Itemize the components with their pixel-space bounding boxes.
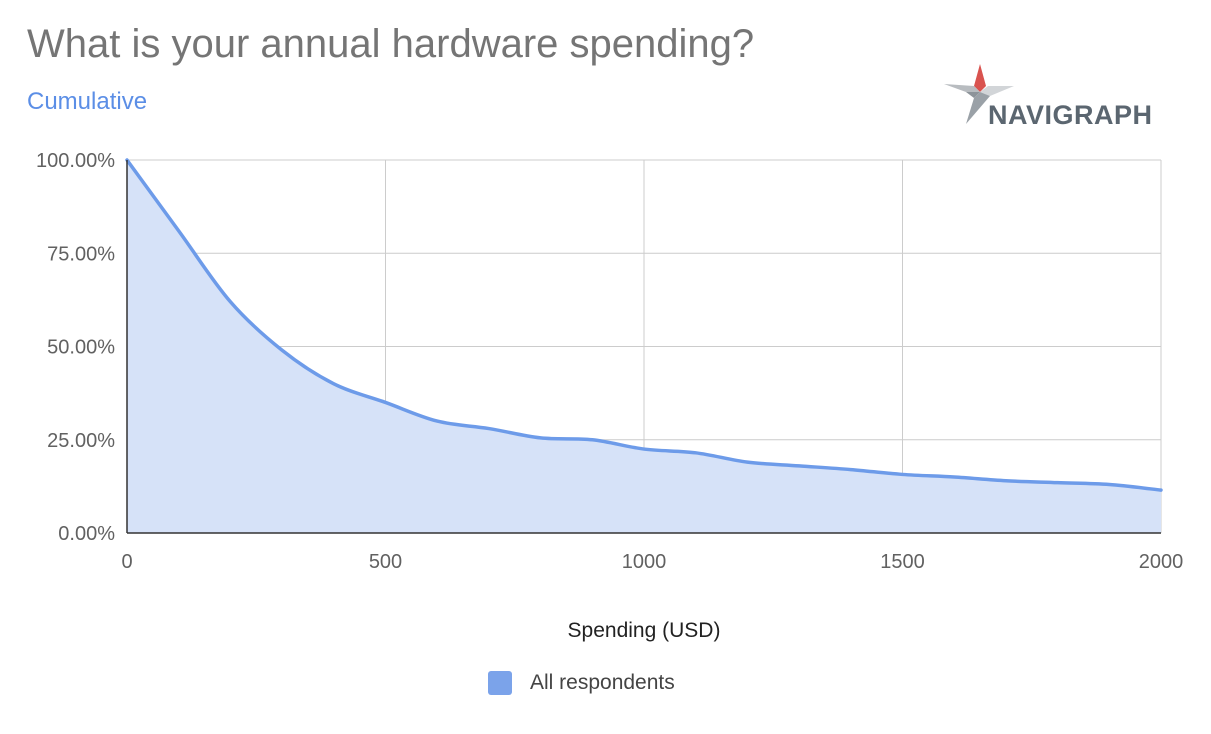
- x-tick-label: 1500: [880, 551, 925, 573]
- y-tick-label: 25.00%: [47, 430, 115, 452]
- area-layer: [125, 158, 1163, 533]
- x-tick-label: 0: [121, 551, 132, 573]
- chart-title: What is your annual hardware spending?: [27, 22, 755, 66]
- x-axis-title: Spending (USD): [568, 619, 721, 642]
- axis-layer: [126, 160, 1161, 534]
- logo-text: NAVIGRAPH: [988, 100, 1153, 130]
- y-tick-label: 75.00%: [47, 243, 115, 265]
- x-tick-label: 500: [369, 551, 402, 573]
- y-tick-label: 0.00%: [58, 523, 115, 545]
- y-tick-label: 50.00%: [47, 337, 115, 359]
- legend: All respondents: [488, 671, 675, 695]
- y-tick-label: 100.00%: [36, 150, 115, 172]
- x-tick-label: 1000: [622, 551, 667, 573]
- navigraph-star-logo-icon: [944, 64, 1014, 124]
- legend-swatch: [488, 671, 512, 695]
- tick-layer: 0.00% 25.00% 50.00% 75.00% 100.00% 0 500 1000 15…: [36, 150, 1183, 573]
- series-line: [125, 158, 1163, 492]
- x-tick-label: 2000: [1139, 551, 1184, 573]
- series-area-fill: [127, 160, 1161, 533]
- legend-label: All respondents: [530, 671, 675, 694]
- chart-subtitle: Cumulative: [27, 88, 148, 115]
